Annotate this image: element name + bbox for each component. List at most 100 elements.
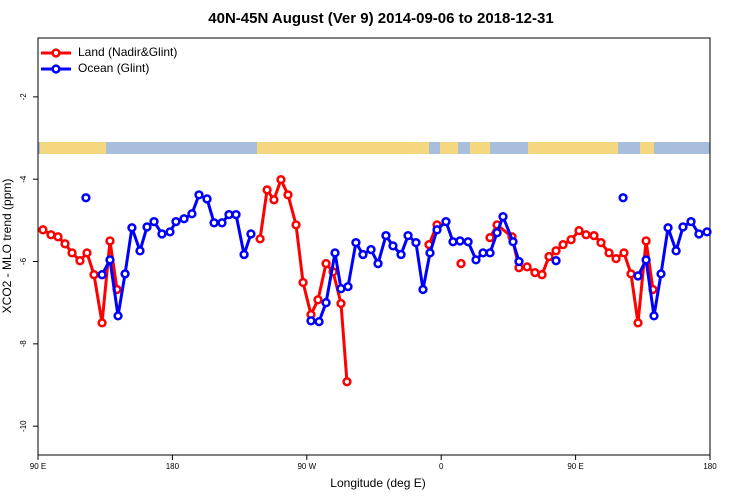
data-point	[633, 318, 643, 328]
data-point	[641, 255, 651, 265]
data-point	[403, 230, 413, 241]
data-point	[67, 248, 77, 258]
data-point	[649, 311, 659, 321]
data-point	[217, 218, 227, 228]
data-point	[596, 237, 606, 248]
data-point	[589, 230, 599, 241]
data-point	[463, 237, 473, 247]
x-tick-label: 180	[703, 462, 717, 471]
x-tick-label: 90 W	[297, 462, 316, 471]
data-point	[231, 209, 241, 220]
data-point	[142, 222, 152, 232]
data-point	[291, 220, 301, 230]
y-tick-label: -10	[19, 420, 28, 432]
data-point	[171, 216, 181, 227]
data-point	[298, 277, 308, 288]
y-tick-label: -6	[19, 257, 28, 265]
data-point	[105, 255, 115, 265]
x-tick-label: 180	[166, 462, 180, 471]
data-point	[448, 237, 458, 247]
legend-marker	[51, 64, 61, 74]
data-point	[485, 248, 495, 258]
data-point	[604, 248, 614, 258]
x-tick-label: 90 E	[567, 462, 583, 471]
y-tick-label: -8	[19, 340, 28, 348]
data-point	[342, 377, 352, 387]
x-tick-label: 0	[439, 462, 444, 471]
x-tick-label: 90 E	[30, 462, 46, 471]
data-point	[574, 226, 584, 236]
data-point	[321, 258, 331, 269]
data-point	[202, 194, 212, 204]
data-point	[686, 216, 696, 227]
data-point	[38, 225, 48, 235]
data-point	[508, 237, 518, 247]
data-point	[656, 269, 666, 279]
data-point	[321, 298, 331, 308]
data-point	[441, 216, 451, 227]
data-point	[330, 248, 340, 258]
data-point	[60, 239, 70, 249]
data-point	[425, 248, 435, 258]
data-point	[702, 227, 712, 237]
data-point	[366, 244, 376, 255]
data-point	[418, 284, 428, 295]
data-point	[455, 236, 465, 246]
data-point	[396, 249, 406, 260]
data-point	[671, 246, 681, 256]
data-point	[537, 270, 547, 280]
data-point	[358, 249, 368, 260]
data-point	[544, 251, 554, 262]
data-point	[641, 236, 651, 246]
data-point	[165, 227, 175, 237]
data-point	[314, 316, 324, 327]
legend-label: Land (Nadir&Glint)	[78, 45, 177, 59]
data-point	[306, 316, 316, 326]
legend-marker	[51, 48, 61, 58]
data-point	[388, 241, 398, 251]
data-point	[694, 229, 704, 239]
data-point	[663, 223, 673, 233]
data-point	[485, 232, 495, 243]
legend: Land (Nadir&Glint) Ocean (Glint)	[41, 45, 177, 75]
data-point	[471, 255, 481, 265]
data-point	[551, 256, 561, 266]
data-point	[618, 193, 628, 203]
data-point	[135, 246, 145, 256]
data-point	[514, 256, 524, 267]
data-point	[581, 230, 591, 240]
data-point	[678, 222, 688, 232]
x-axis-label: Longitude (deg E)	[330, 476, 425, 490]
data-point	[611, 253, 621, 264]
data-point	[89, 270, 99, 280]
y-axis-label: XCO2 - MLO trend (ppm)	[0, 179, 14, 314]
data-point	[619, 248, 629, 258]
data-point	[343, 281, 353, 292]
data-point	[81, 193, 91, 203]
data-point	[498, 212, 508, 222]
data-point	[157, 229, 167, 239]
data-point	[558, 239, 568, 250]
data-point	[82, 248, 92, 258]
data-point	[113, 311, 123, 321]
y-tick-label: -2	[19, 93, 28, 101]
data-point	[566, 235, 576, 245]
data-point	[432, 225, 442, 235]
data-point	[187, 209, 197, 219]
data-point	[262, 185, 272, 195]
data-point	[209, 218, 219, 228]
data-point	[149, 216, 159, 227]
data-point	[381, 230, 391, 241]
data-point	[283, 190, 293, 200]
data-point	[313, 295, 323, 305]
data-point	[633, 271, 643, 281]
data-point	[276, 174, 286, 185]
plot-frame	[37, 37, 711, 456]
data-point	[336, 298, 346, 309]
data-point	[373, 258, 383, 269]
data-point	[255, 234, 265, 244]
data-point	[239, 249, 249, 260]
data-point	[127, 223, 137, 233]
y-tick-label: -4	[19, 175, 28, 183]
